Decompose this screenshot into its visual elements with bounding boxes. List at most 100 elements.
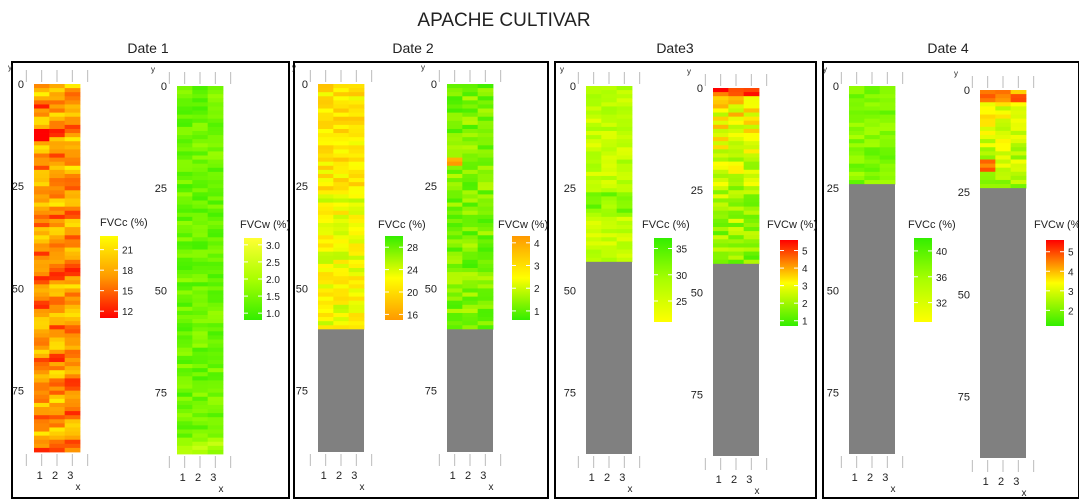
x-tick-label: 2 bbox=[867, 472, 873, 484]
heat-cell bbox=[713, 145, 729, 150]
heat-cell bbox=[192, 200, 209, 205]
colorbar-tick-label: 1.5 bbox=[266, 292, 280, 303]
heat-cell bbox=[318, 317, 334, 322]
heat-cell bbox=[980, 147, 996, 152]
colorbar-tick-label: 2 bbox=[534, 284, 540, 295]
heat-cell bbox=[64, 362, 81, 367]
x-axis-label: x bbox=[628, 484, 633, 495]
heat-cell bbox=[743, 206, 760, 212]
heat-cell bbox=[462, 128, 479, 134]
heat-cell bbox=[49, 345, 66, 351]
heat-cell bbox=[177, 249, 193, 255]
heat-cell bbox=[477, 161, 494, 167]
heat-cell bbox=[462, 116, 479, 122]
heat-cell bbox=[477, 153, 494, 158]
heat-cell bbox=[728, 116, 745, 122]
heat-cell bbox=[713, 157, 729, 162]
panel-frame bbox=[11, 61, 290, 499]
heat-cell bbox=[192, 417, 209, 422]
heat-cell bbox=[34, 251, 50, 257]
heat-cell bbox=[49, 300, 66, 306]
heat-cell bbox=[207, 298, 224, 304]
heat-cell bbox=[713, 235, 729, 240]
heat-cell bbox=[713, 161, 729, 167]
heat-cell bbox=[49, 378, 66, 383]
heat-cell bbox=[192, 151, 209, 156]
x-tick-label: 2 bbox=[465, 470, 471, 482]
heat-cell bbox=[447, 321, 463, 326]
heat-cell bbox=[713, 239, 729, 244]
heat-cell bbox=[192, 433, 209, 439]
heat-cell bbox=[616, 212, 633, 218]
heat-cell bbox=[477, 133, 494, 138]
heat-cell bbox=[477, 149, 494, 154]
heat-cell bbox=[207, 130, 224, 136]
panel-frame bbox=[293, 61, 549, 499]
heat-cell bbox=[49, 104, 66, 109]
x-tick-label: 1 bbox=[321, 470, 327, 482]
heat-cell bbox=[1010, 98, 1027, 103]
heat-cell bbox=[462, 157, 479, 163]
heat-cell bbox=[177, 384, 193, 389]
heat-cell bbox=[177, 343, 193, 349]
heat-cell bbox=[177, 212, 193, 218]
heat-cell bbox=[34, 198, 50, 203]
heat-cell bbox=[586, 257, 602, 263]
heat-cell bbox=[207, 404, 224, 410]
heat-cell bbox=[713, 173, 729, 179]
heat-cell bbox=[49, 288, 66, 293]
heat-cell bbox=[64, 243, 81, 248]
heat-cell bbox=[333, 325, 350, 330]
heat-cell bbox=[586, 114, 602, 120]
heat-cell bbox=[49, 427, 66, 432]
heat-cell bbox=[207, 364, 224, 369]
heat-cell bbox=[34, 333, 50, 338]
heat-cell bbox=[586, 90, 602, 95]
heat-cell bbox=[64, 133, 81, 138]
heat-cell bbox=[34, 145, 50, 150]
heat-cell bbox=[1010, 114, 1027, 120]
heat-cell bbox=[49, 251, 66, 257]
heat-cell bbox=[64, 165, 81, 171]
heat-cell bbox=[616, 110, 633, 116]
heat-cell bbox=[879, 151, 896, 156]
y-tick-label: 0 bbox=[431, 79, 437, 91]
heat-cell bbox=[177, 216, 193, 222]
heat-cell bbox=[477, 124, 494, 130]
heat-cell bbox=[586, 102, 602, 107]
heat-cell bbox=[713, 177, 729, 183]
heat-cell bbox=[177, 159, 193, 165]
heat-cell bbox=[348, 169, 365, 175]
heat-cell bbox=[34, 169, 50, 175]
heat-cell bbox=[207, 270, 224, 275]
heat-cell bbox=[980, 122, 996, 128]
heat-cell bbox=[586, 237, 602, 242]
heat-cell bbox=[879, 90, 896, 95]
heat-cell bbox=[49, 402, 66, 408]
heat-cell bbox=[207, 147, 224, 152]
heat-cell bbox=[743, 92, 760, 97]
heat-cell bbox=[995, 106, 1012, 111]
heat-cell bbox=[64, 202, 81, 208]
heat-cell bbox=[447, 112, 463, 118]
heat-cell bbox=[879, 106, 896, 111]
heat-cell bbox=[462, 292, 479, 298]
heat-cell bbox=[177, 188, 193, 193]
heat-cell bbox=[713, 165, 729, 171]
colorbar-tick-label: 12 bbox=[122, 307, 134, 318]
heat-cell bbox=[49, 362, 66, 367]
heat-cell bbox=[462, 92, 479, 97]
heat-cell bbox=[348, 268, 365, 273]
heat-cell bbox=[348, 116, 365, 122]
heat-cell bbox=[849, 130, 865, 136]
x-tick-label: 1 bbox=[37, 470, 43, 482]
heat-cell bbox=[477, 108, 494, 114]
heat-cell bbox=[177, 417, 193, 422]
heat-cell bbox=[348, 153, 365, 158]
heat-cell bbox=[64, 272, 81, 277]
heat-cell bbox=[743, 141, 760, 146]
heat-cell bbox=[333, 100, 350, 105]
heat-cell bbox=[713, 92, 729, 97]
heat-cell bbox=[1010, 151, 1027, 156]
